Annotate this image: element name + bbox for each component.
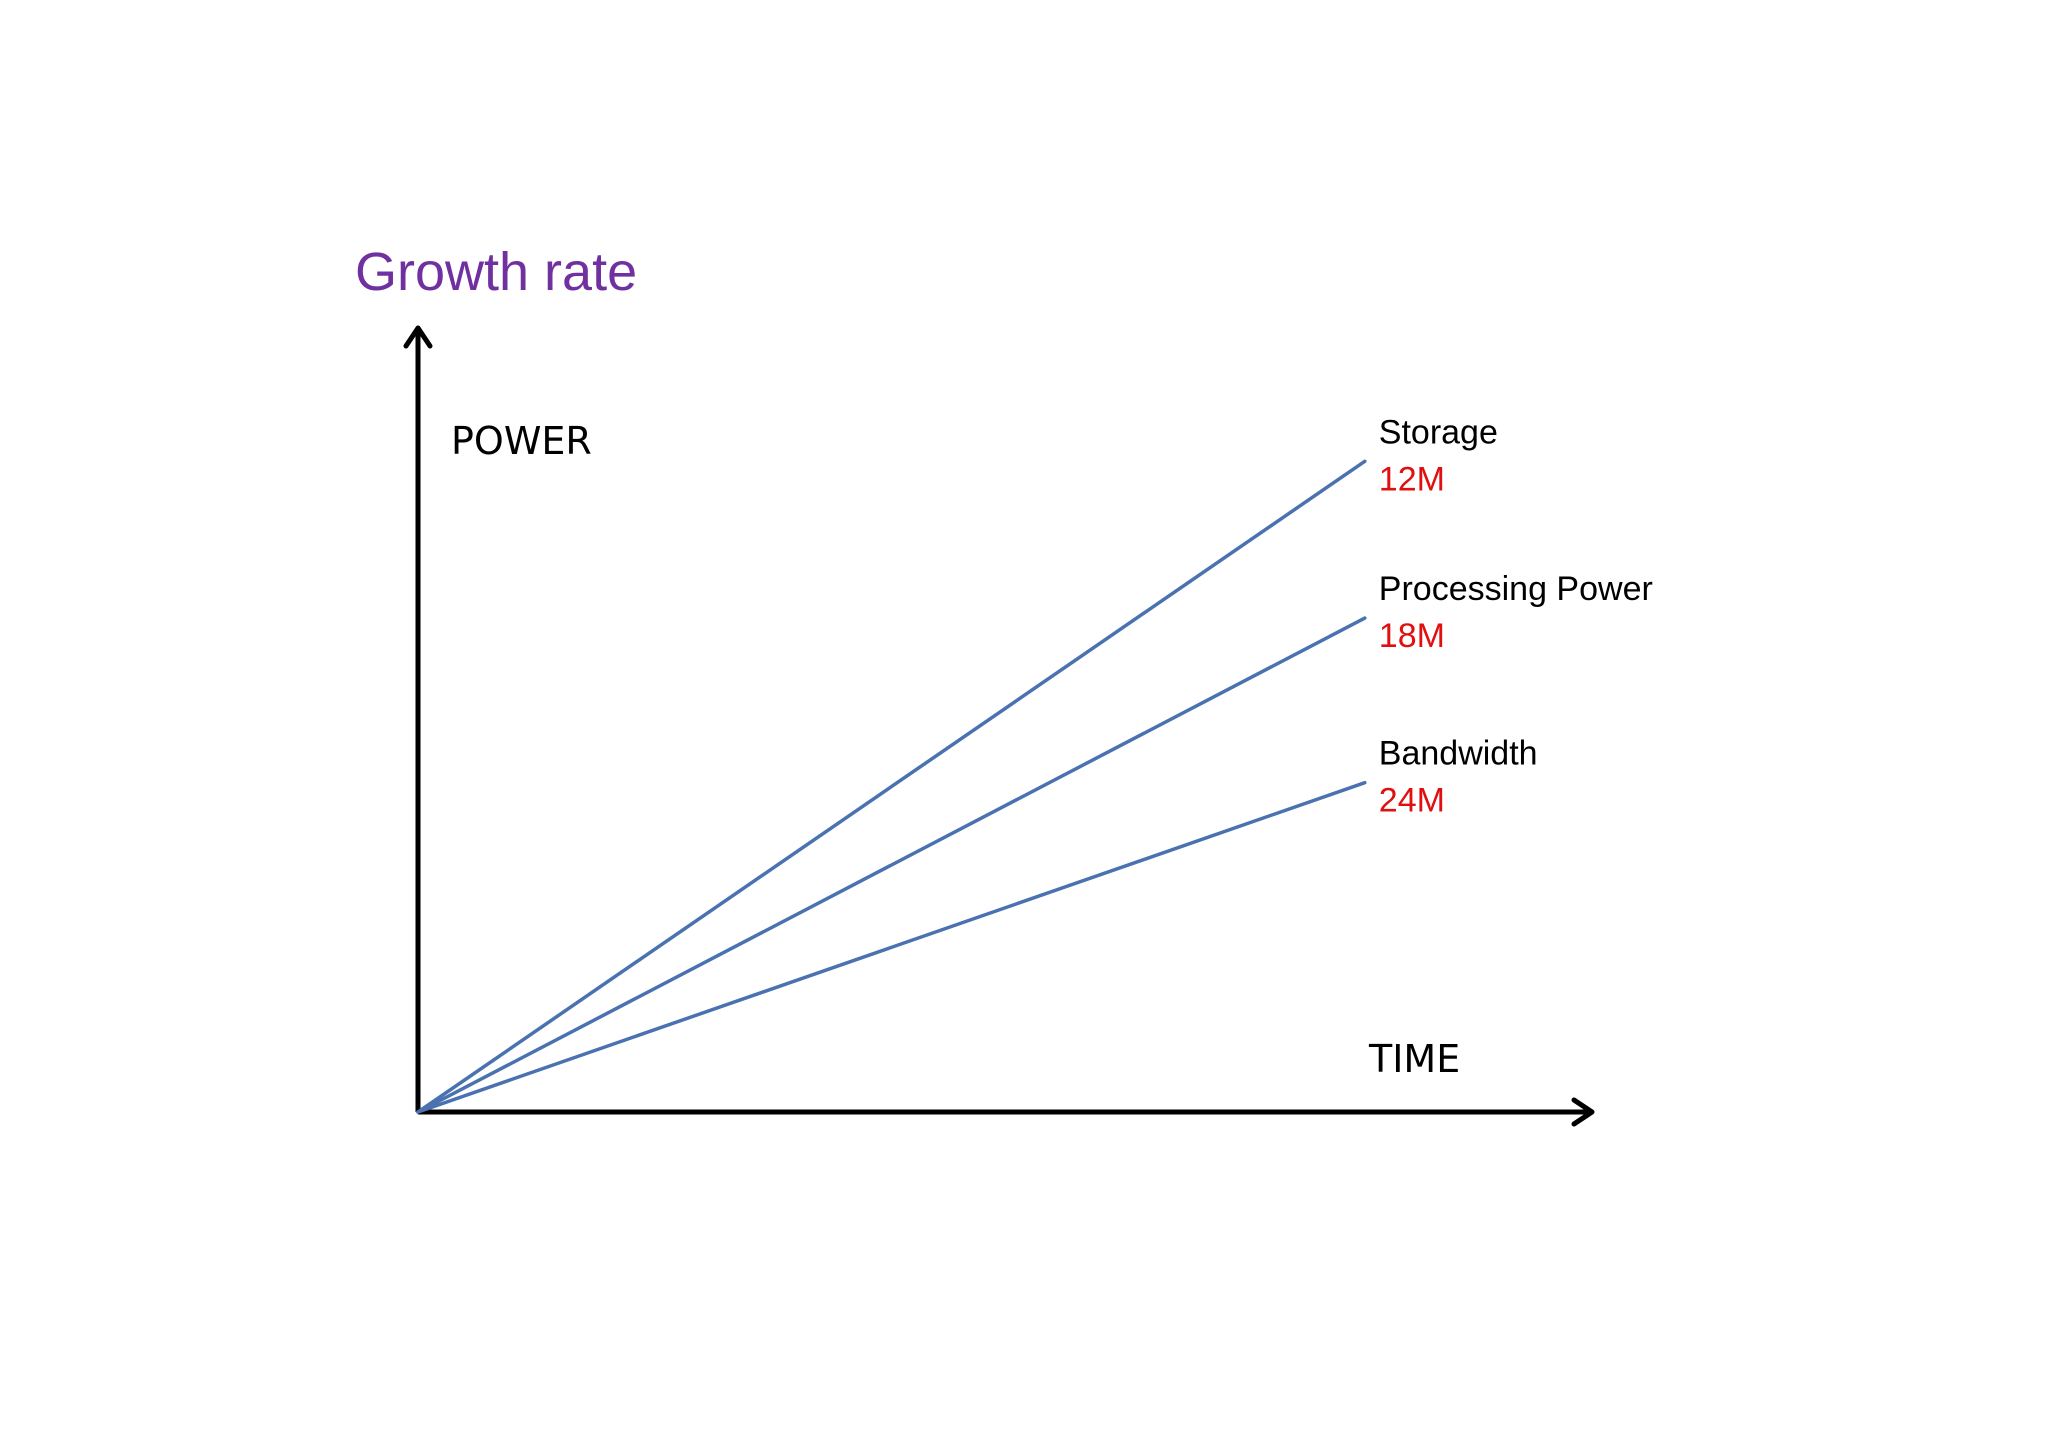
x-axis [418, 1097, 1595, 1127]
y-axis-arrowhead [403, 325, 433, 349]
series-line-storage [416, 459, 1367, 1114]
series-bandwidth: Bandwidth 24M [416, 735, 1538, 1114]
series-processing-power: Processing Power 18M [416, 570, 1653, 1114]
series-label-storage: Storage [1379, 413, 1498, 451]
chart-title: Growth rate [355, 242, 637, 302]
series-layer: Storage 12M Processing Power 18M Bandwidth 24… [416, 413, 1653, 1114]
series-annotation-bandwidth: 24M [1379, 782, 1445, 820]
x-axis-arrowhead [1571, 1097, 1595, 1127]
series-line-bandwidth [416, 780, 1367, 1114]
series-line-processing-power [416, 616, 1367, 1114]
series-label-bandwidth: Bandwidth [1379, 735, 1538, 773]
y-axis [403, 325, 433, 1112]
x-axis-label: TIME [1368, 1037, 1460, 1081]
series-annotation-storage: 12M [1379, 460, 1445, 498]
series-storage: Storage 12M [416, 413, 1498, 1114]
series-label-processing-power: Processing Power [1379, 570, 1653, 608]
series-annotation-processing-power: 18M [1379, 617, 1445, 655]
y-axis-label: POWER [451, 419, 592, 463]
